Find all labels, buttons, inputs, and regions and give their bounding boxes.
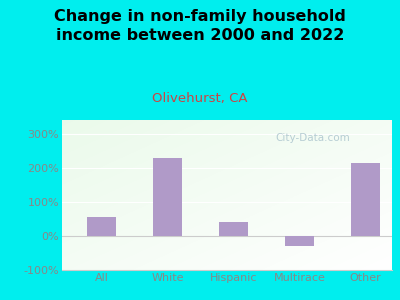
Bar [219,222,248,236]
Text: Change in non-family household
income between 2000 and 2022: Change in non-family household income be… [54,9,346,43]
Text: City-Data.com: City-Data.com [276,133,350,143]
Text: Olivehurst, CA: Olivehurst, CA [152,92,248,104]
Bar [285,236,314,246]
Bar [351,163,380,236]
Bar [153,158,182,236]
Bar [87,217,116,236]
